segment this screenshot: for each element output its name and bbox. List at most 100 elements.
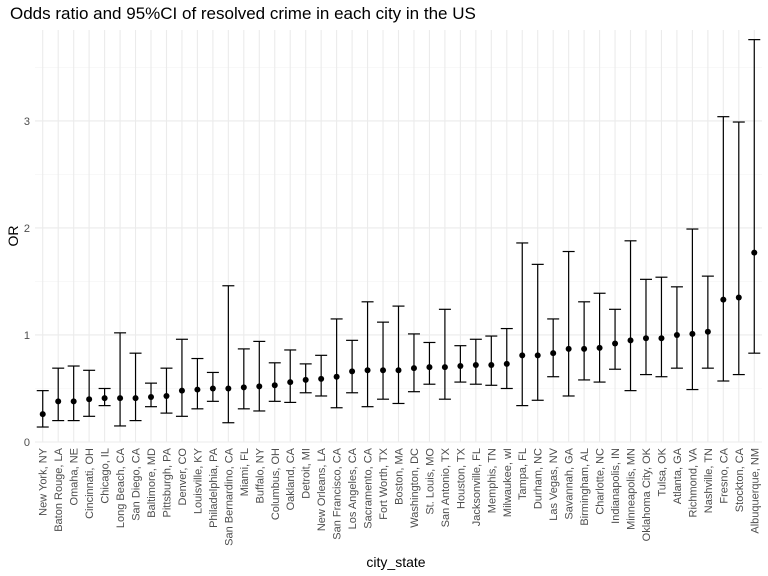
errorbar-group bbox=[609, 308, 622, 370]
x-tick-label: Jacksonville, FL bbox=[471, 448, 483, 526]
chart-title: Odds ratio and 95%CI of resolved crime i… bbox=[10, 4, 476, 23]
x-tick-label: Charlotte, NC bbox=[595, 448, 607, 515]
errorbar-marks bbox=[36, 39, 761, 428]
y-tick-label: 3 bbox=[24, 116, 30, 128]
or-point bbox=[720, 296, 727, 303]
x-tick-label: Nashville, TN bbox=[703, 448, 715, 513]
or-point bbox=[596, 344, 603, 351]
or-point bbox=[503, 360, 510, 367]
or-point bbox=[704, 328, 711, 335]
or-point bbox=[550, 350, 557, 357]
or-point bbox=[735, 294, 742, 301]
errorbar-group bbox=[593, 292, 606, 383]
or-point bbox=[209, 385, 216, 392]
errorbar-group bbox=[423, 341, 436, 385]
x-tick-label: Tampa, FL bbox=[517, 448, 529, 500]
or-point bbox=[472, 361, 479, 368]
x-tick-label: Baltimore, MD bbox=[146, 448, 158, 518]
or-point bbox=[39, 411, 46, 418]
errorbar-group bbox=[670, 286, 683, 369]
or-point bbox=[101, 395, 108, 402]
x-tick-label: Richmond, VA bbox=[687, 447, 699, 517]
or-point bbox=[256, 383, 263, 390]
x-tick-label: Savannah, GA bbox=[564, 447, 576, 519]
errorbar-group bbox=[469, 338, 482, 385]
x-tick-label: Houston, TX bbox=[455, 447, 467, 509]
errorbar-group bbox=[500, 327, 513, 390]
errorbar-group bbox=[377, 321, 390, 400]
errorbar-group bbox=[160, 367, 173, 414]
errorbar-group bbox=[237, 348, 250, 410]
x-tick-label: Pittsburgh, PA bbox=[161, 447, 173, 517]
x-tick-label: Louisville, KY bbox=[192, 447, 204, 514]
or-point bbox=[627, 337, 634, 344]
errorbar-group bbox=[268, 362, 281, 402]
x-tick-label: Las Vegas, NV bbox=[548, 447, 560, 520]
x-tick-label: Fresno, CA bbox=[718, 447, 730, 503]
or-point bbox=[194, 386, 201, 393]
x-tick-label: San Antonio, TX bbox=[440, 447, 452, 527]
or-point bbox=[86, 396, 93, 403]
errorbar-group bbox=[83, 369, 96, 417]
errorbar-group bbox=[485, 335, 498, 386]
x-tick-label: Atlanta, GA bbox=[672, 447, 684, 504]
or-point bbox=[302, 376, 309, 383]
or-point bbox=[380, 367, 387, 374]
x-tick-label: Sacramento, CA bbox=[363, 447, 375, 528]
or-point bbox=[240, 384, 247, 391]
errorbar-group bbox=[206, 371, 219, 402]
errorbar-group bbox=[315, 354, 328, 397]
x-tick-label: New York, NY bbox=[38, 447, 50, 516]
errorbar-group bbox=[222, 285, 235, 424]
or-point bbox=[163, 392, 170, 399]
x-tick-label: Indianapolis, IN bbox=[610, 448, 622, 524]
x-tick-label: Philadelphia, PA bbox=[208, 447, 220, 528]
or-point bbox=[581, 345, 588, 352]
or-point bbox=[565, 345, 572, 352]
or-point bbox=[534, 352, 541, 359]
x-tick-label: Birmingham, AL bbox=[579, 448, 591, 526]
errorbar-group bbox=[732, 121, 745, 376]
or-point bbox=[410, 365, 417, 372]
x-tick-label: Baton Rouge, LA bbox=[53, 447, 65, 531]
or-point bbox=[426, 364, 433, 371]
errorbar-group bbox=[98, 387, 111, 407]
x-tick-label: San Diego, CA bbox=[131, 447, 143, 520]
or-point bbox=[148, 394, 155, 401]
or-point bbox=[132, 395, 139, 402]
x-tick-label: St. Louis, MO bbox=[424, 448, 436, 515]
errorbar-group bbox=[407, 333, 420, 393]
errorbar-group bbox=[191, 357, 204, 410]
x-tick-label: Durham, NC bbox=[533, 448, 545, 509]
errorbar-group bbox=[284, 349, 297, 404]
x-tick-label: Washington, DC bbox=[409, 448, 421, 528]
x-tick-label: Boston, MA bbox=[394, 447, 406, 505]
x-tick-label: Omaha, NE bbox=[69, 448, 81, 505]
errorbar-group bbox=[114, 332, 127, 427]
errorbar-group bbox=[438, 308, 451, 400]
errorbar-group bbox=[701, 275, 714, 369]
errorbar-group bbox=[562, 250, 575, 397]
or-point bbox=[673, 331, 680, 338]
x-tick-label: Milwaukee, wI bbox=[502, 448, 514, 517]
y-axis-ticks: 0 1 2 3 bbox=[24, 116, 30, 449]
or-point bbox=[271, 382, 278, 389]
x-tick-label: Detroit, MI bbox=[301, 448, 313, 499]
errorbar-group bbox=[253, 340, 266, 412]
errorbar-group bbox=[516, 242, 529, 407]
x-axis-title: city_state bbox=[366, 554, 425, 570]
errorbar-group bbox=[67, 365, 80, 422]
x-tick-label: Oakland, CA bbox=[285, 447, 297, 510]
errorbar-group bbox=[454, 345, 467, 383]
x-axis-ticks: New York, NY Baton Rouge, LA Omaha, NE Cinc… bbox=[38, 447, 762, 546]
or-point bbox=[441, 364, 448, 371]
or-point bbox=[225, 385, 232, 392]
or-point bbox=[751, 249, 758, 256]
errorbar-group bbox=[129, 352, 142, 422]
errorbar-group bbox=[639, 278, 652, 376]
or-point bbox=[689, 330, 696, 337]
x-tick-label: Albuquerque, NM bbox=[749, 448, 761, 534]
x-tick-label: Buffalo, NY bbox=[254, 447, 266, 503]
or-point bbox=[117, 395, 124, 402]
